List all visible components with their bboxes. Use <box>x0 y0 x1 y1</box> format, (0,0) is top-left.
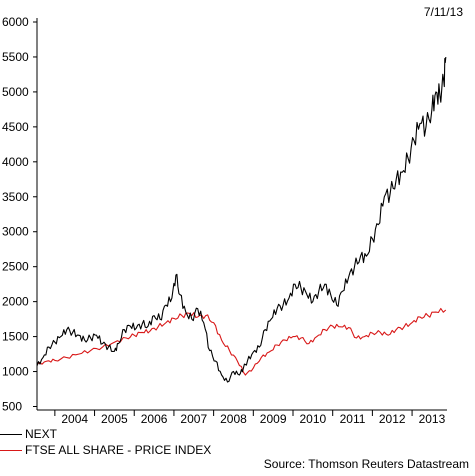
legend-item-next: NEXT <box>0 426 211 442</box>
legend: NEXT FTSE ALL SHARE - PRICE INDEX <box>0 426 211 458</box>
y-tick-label-2500: 2500 <box>2 260 29 274</box>
x-tick-label-2011: 2011 <box>340 412 366 426</box>
legend-label-ftse: FTSE ALL SHARE - PRICE INDEX <box>25 443 212 457</box>
legend-item-ftse: FTSE ALL SHARE - PRICE INDEX <box>0 442 211 458</box>
x-tick-label-2004: 2004 <box>61 412 88 426</box>
y-tick-label-4000: 4000 <box>2 155 29 169</box>
y-tick-label-5000: 5000 <box>2 85 29 99</box>
x-tick-label-2006: 2006 <box>141 412 168 426</box>
x-axis-ticks: 2004 2005 2006 2007 2008 2009 2010 2011 2012 2013 <box>54 410 446 426</box>
source-note: Source: Thomson Reuters Datastream <box>263 457 469 471</box>
y-tick-label-1500: 1500 <box>2 330 29 344</box>
y-tick-label-3000: 3000 <box>2 225 29 239</box>
x-tick-label-2009: 2009 <box>260 412 287 426</box>
x-tick-label-2013: 2013 <box>419 412 446 426</box>
y-tick-label-3500: 3500 <box>2 190 29 204</box>
y-tick-label-1000: 1000 <box>2 365 29 379</box>
legend-label-next: NEXT <box>25 427 58 441</box>
legend-swatch-ftse <box>0 449 22 451</box>
axes <box>36 18 447 411</box>
y-tick-label-6000: 6000 <box>2 15 29 29</box>
x-tick-label-2008: 2008 <box>220 412 247 426</box>
y-tick-label-4500: 4500 <box>2 120 29 134</box>
x-tick-label-2012: 2012 <box>379 412 406 426</box>
line-chart: 500 1000 1500 2000 2500 3000 3500 4000 4500 5000 5… <box>2 15 447 426</box>
y-tick-label-2000: 2000 <box>2 295 29 309</box>
chart-date-label: 7/11/13 <box>423 5 463 19</box>
y-tick-label-5500: 5500 <box>2 50 29 64</box>
y-tick-label-500: 500 <box>2 400 22 414</box>
x-tick-label-2007: 2007 <box>180 412 207 426</box>
series-line-next <box>36 56 447 383</box>
y-axis-ticks: 500 1000 1500 2000 2500 3000 3500 4000 4500 5000 5… <box>2 15 37 414</box>
x-tick-label-2005: 2005 <box>101 412 128 426</box>
legend-swatch-next <box>0 433 22 435</box>
x-tick-label-2010: 2010 <box>299 412 326 426</box>
series-line-ftse <box>36 307 447 376</box>
series-lines <box>36 56 447 383</box>
